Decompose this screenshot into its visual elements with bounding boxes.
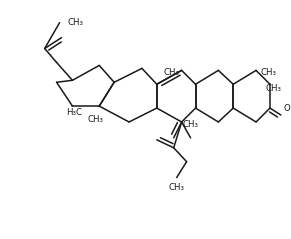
Text: CH₃: CH₃ — [265, 84, 281, 93]
Text: O: O — [284, 103, 291, 113]
Text: CH₃: CH₃ — [260, 68, 276, 77]
Text: CH₃: CH₃ — [182, 120, 198, 130]
Text: H₃C: H₃C — [66, 108, 82, 117]
Text: CH₃: CH₃ — [164, 68, 180, 77]
Text: CH₃: CH₃ — [87, 115, 103, 125]
Text: CH₃: CH₃ — [169, 183, 185, 192]
Text: CH₃: CH₃ — [68, 18, 84, 27]
